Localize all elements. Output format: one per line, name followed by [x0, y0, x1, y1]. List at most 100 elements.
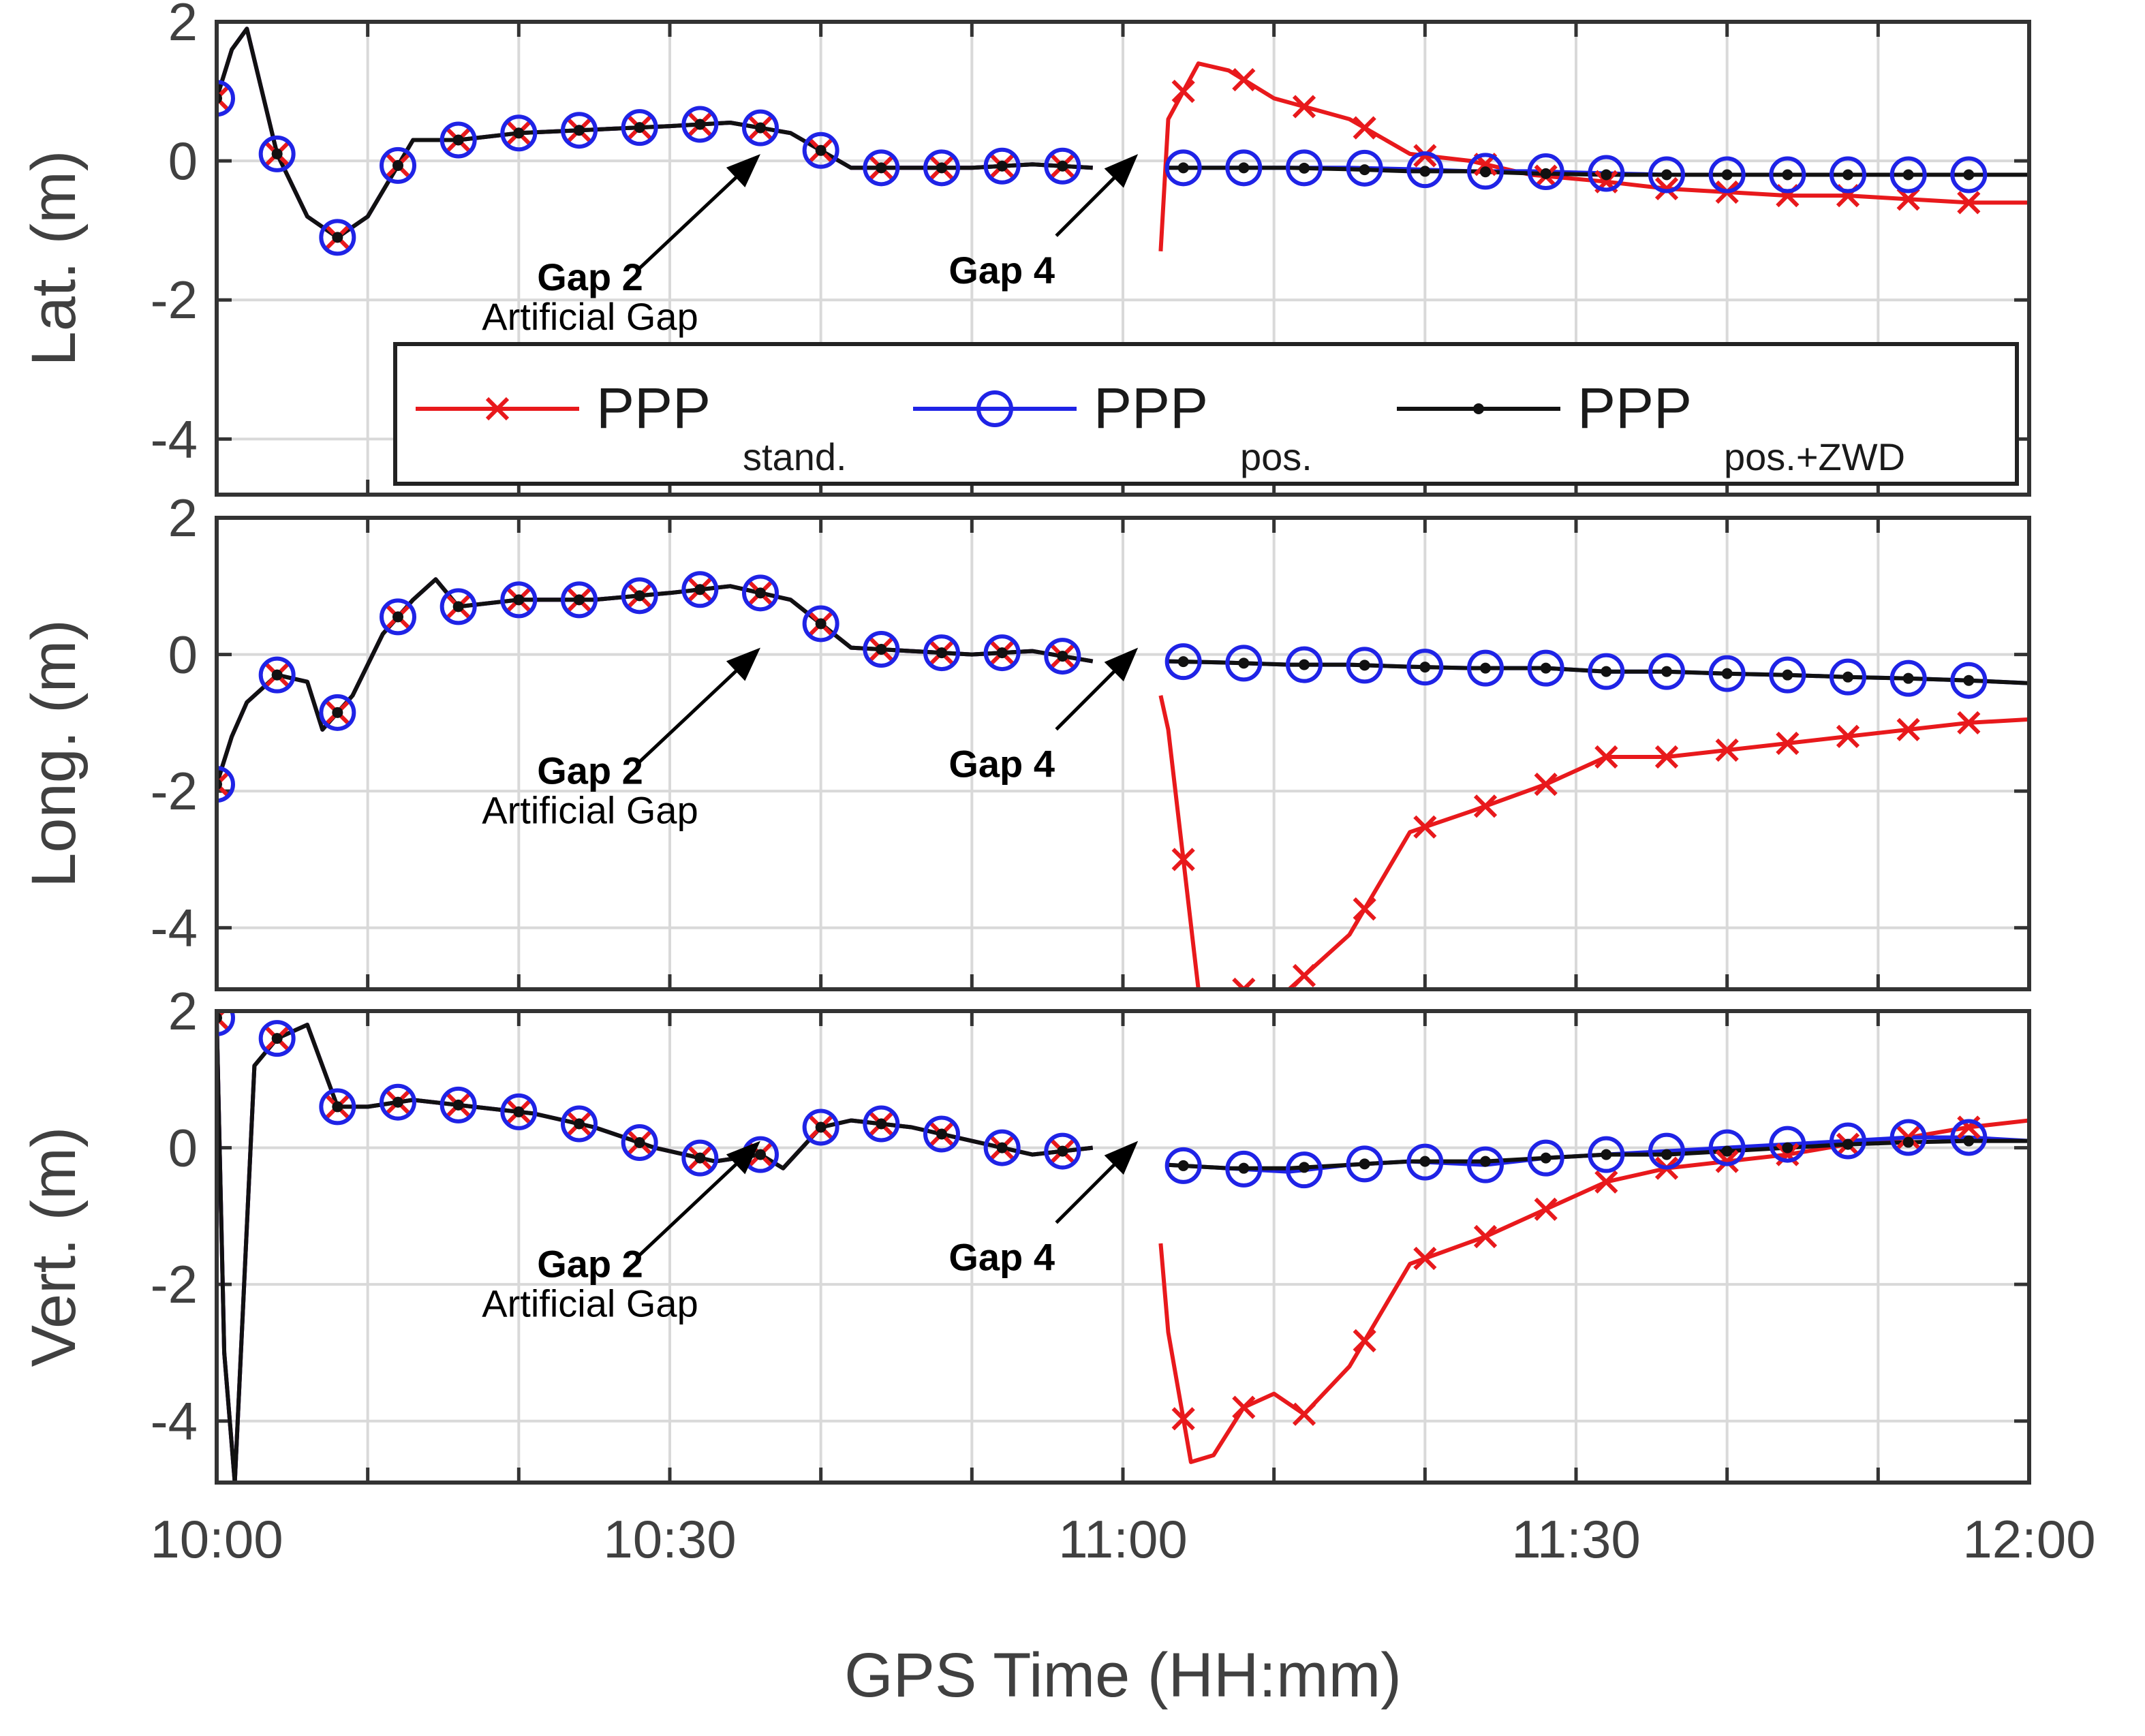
annotation-arrow-head [1104, 154, 1139, 188]
marker-x [1957, 191, 1981, 215]
marker-dot [271, 669, 283, 681]
marker-x [1594, 1170, 1618, 1194]
marker-o [500, 1093, 538, 1130]
marker-dot [1299, 162, 1310, 174]
marker-o [1467, 1146, 1504, 1183]
marker-x [1353, 116, 1376, 140]
marker-dot [1661, 1149, 1672, 1160]
marker-o [380, 1083, 416, 1121]
marker-dot [996, 1142, 1008, 1153]
marker-o [863, 1105, 900, 1143]
marker-o [1164, 149, 1202, 187]
marker-dot [452, 601, 464, 613]
marker-dot [634, 1137, 645, 1149]
marker-x [1715, 1149, 1739, 1173]
marker-dot [1902, 1136, 1914, 1148]
plot-frame [215, 1009, 2031, 1485]
annotation-label-bold: Gap 2 [537, 255, 643, 298]
marker-dot [876, 1118, 887, 1130]
marker-dot [1661, 169, 1672, 181]
marker-dot [1721, 169, 1733, 181]
marker-dot [1480, 166, 1491, 178]
marker-o [1889, 156, 1927, 193]
legend: PPP stand. PPP pos. PPP pos.+ZWD [393, 342, 2019, 486]
marker-o [802, 1109, 839, 1146]
marker-o [1889, 1119, 1927, 1156]
marker-dot [332, 1101, 343, 1113]
marker-o [1467, 153, 1504, 190]
marker-dot [1057, 160, 1068, 172]
marker-dot [1721, 668, 1733, 679]
marker-dot [694, 584, 706, 595]
marker-dot [1419, 1156, 1431, 1167]
legend-marker-x [485, 397, 510, 421]
legend-label: PPP [1094, 376, 1208, 440]
annotation-arrow-head [1104, 647, 1139, 682]
marker-dot [513, 127, 525, 139]
marker-x [1413, 815, 1437, 839]
y-tick-label: 0 [168, 131, 198, 191]
marker-o [439, 1086, 477, 1123]
marker-o [1769, 156, 1806, 193]
marker-dot [936, 1128, 947, 1140]
marker-dot [1299, 659, 1310, 670]
marker-x [1171, 79, 1195, 104]
legend-marker-dot [1473, 403, 1484, 414]
marker-x [1715, 738, 1739, 762]
marker-x [1413, 144, 1437, 168]
marker-o [802, 131, 839, 169]
marker-dot [1540, 168, 1552, 179]
plot-frame [215, 20, 2031, 497]
marker-dot [1902, 169, 1914, 181]
marker-x [1473, 1224, 1498, 1249]
y-tick-label: -4 [151, 409, 198, 469]
marker-dot [1540, 1152, 1552, 1164]
y-axis-label: Long. (m) [19, 619, 89, 888]
y-tick-label: -2 [151, 761, 198, 821]
marker-o [1044, 1132, 1081, 1170]
annotation-label-bold: Gap 4 [948, 743, 1055, 786]
marker-o [319, 1088, 356, 1126]
marker-dot [1480, 1156, 1491, 1167]
marker-dot [1299, 1162, 1310, 1173]
marker-x [1534, 773, 1558, 796]
marker-dot [1842, 169, 1853, 181]
marker-o [983, 1129, 1021, 1166]
marker-x [1654, 745, 1679, 769]
y-tick-label: -4 [151, 898, 198, 958]
marker-o [1044, 638, 1081, 675]
marker-dot [815, 1121, 827, 1133]
marker-o [983, 634, 1021, 672]
annotation-label: Artificial Gap [482, 295, 698, 338]
marker-o [1346, 1145, 1383, 1183]
marker-dot [513, 1106, 525, 1117]
marker-dot [1601, 1149, 1612, 1160]
marker-x [1776, 731, 1800, 756]
marker-dot [1963, 1135, 1975, 1147]
marker-x [1232, 1395, 1256, 1419]
marker-dot [1721, 1145, 1733, 1157]
y-axis-label: Lat. (m) [19, 151, 89, 367]
marker-dot [452, 134, 464, 146]
marker-dot [996, 160, 1008, 172]
marker-o [1769, 656, 1806, 694]
legend-label: PPP [596, 376, 711, 440]
marker-dot [755, 1149, 766, 1160]
marker-o [1889, 660, 1927, 697]
marker-o [681, 106, 719, 143]
y-tick-label: -2 [151, 270, 198, 330]
x-axis-label: GPS Time (HH:mm) [844, 1641, 1402, 1710]
marker-dot [1238, 657, 1250, 669]
annotation-arrow-head [726, 154, 760, 187]
marker-dot [332, 707, 343, 718]
marker-o [621, 577, 658, 615]
marker-o [258, 656, 296, 694]
series-group [217, 1011, 2029, 1483]
y-tick-label: 2 [168, 0, 198, 52]
marker-o [1648, 653, 1685, 690]
marker-dot [694, 1152, 706, 1164]
marker-dot [1782, 669, 1793, 681]
annotation-label-bold: Gap 4 [948, 1236, 1055, 1279]
